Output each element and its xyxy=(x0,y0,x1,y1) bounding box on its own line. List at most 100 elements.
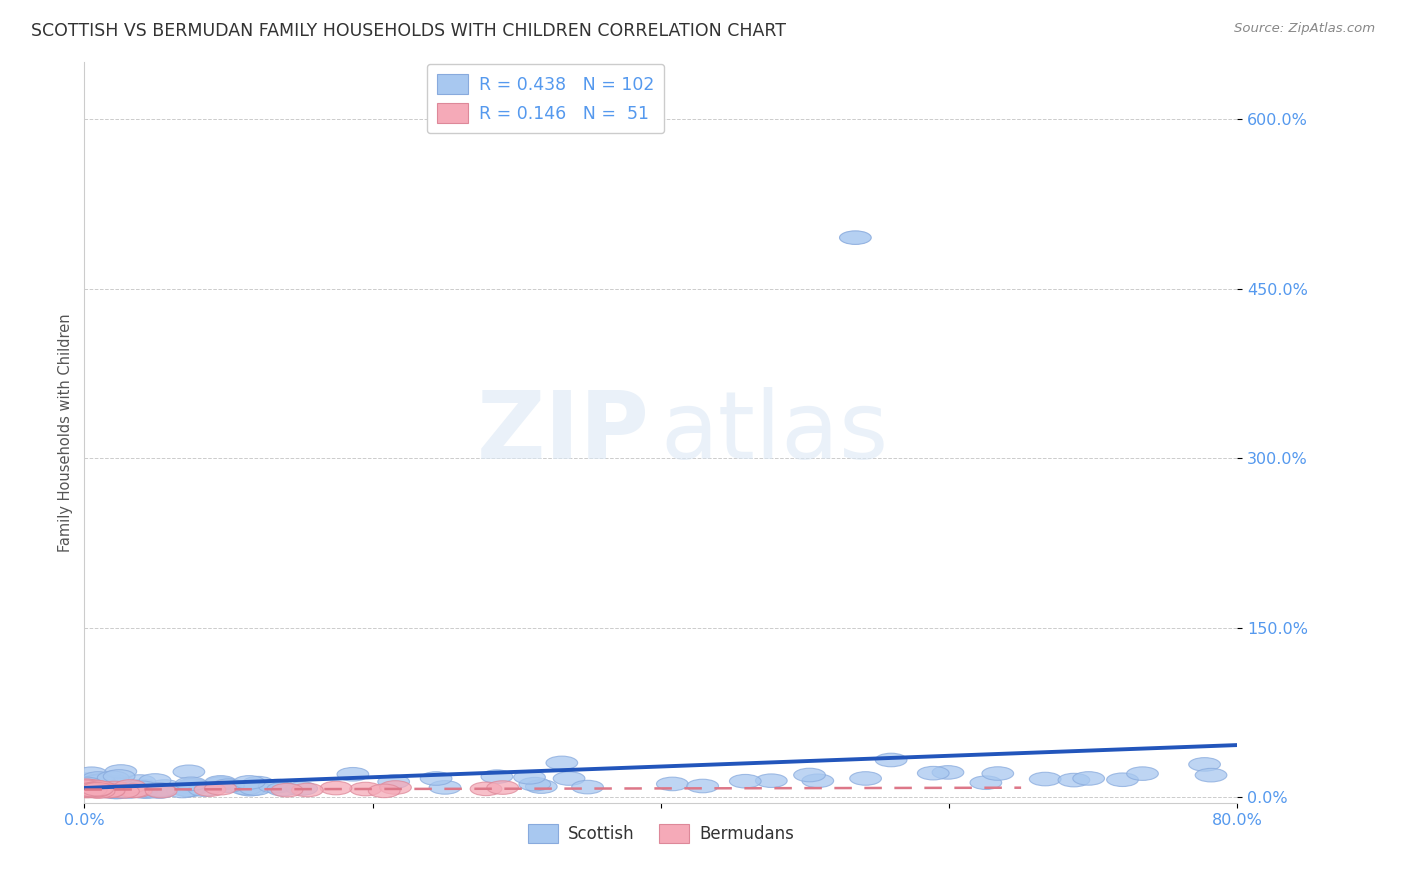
Ellipse shape xyxy=(86,782,118,797)
Ellipse shape xyxy=(429,780,461,794)
Ellipse shape xyxy=(149,780,181,793)
Ellipse shape xyxy=(205,775,236,789)
Ellipse shape xyxy=(86,784,117,797)
Ellipse shape xyxy=(70,778,101,792)
Ellipse shape xyxy=(380,780,412,794)
Ellipse shape xyxy=(120,784,152,797)
Ellipse shape xyxy=(87,779,120,793)
Ellipse shape xyxy=(70,780,101,794)
Ellipse shape xyxy=(76,783,108,797)
Ellipse shape xyxy=(70,781,101,795)
Ellipse shape xyxy=(143,783,176,797)
Ellipse shape xyxy=(932,765,965,780)
Ellipse shape xyxy=(75,783,105,797)
Ellipse shape xyxy=(145,784,177,797)
Ellipse shape xyxy=(97,771,129,785)
Ellipse shape xyxy=(174,783,207,797)
Ellipse shape xyxy=(93,772,124,786)
Ellipse shape xyxy=(546,756,578,770)
Ellipse shape xyxy=(205,781,236,795)
Ellipse shape xyxy=(321,781,352,795)
Ellipse shape xyxy=(368,784,401,797)
Ellipse shape xyxy=(100,785,132,798)
Ellipse shape xyxy=(83,772,114,785)
Ellipse shape xyxy=(70,784,101,797)
Ellipse shape xyxy=(420,772,451,785)
Ellipse shape xyxy=(70,780,101,794)
Ellipse shape xyxy=(262,780,294,793)
Ellipse shape xyxy=(77,783,108,797)
Ellipse shape xyxy=(91,781,122,796)
Ellipse shape xyxy=(267,782,298,796)
Ellipse shape xyxy=(1029,772,1062,786)
Ellipse shape xyxy=(70,783,103,797)
Ellipse shape xyxy=(111,783,143,797)
Ellipse shape xyxy=(194,783,226,797)
Ellipse shape xyxy=(77,782,110,797)
Ellipse shape xyxy=(917,766,949,780)
Ellipse shape xyxy=(176,777,207,790)
Ellipse shape xyxy=(793,768,825,781)
Ellipse shape xyxy=(172,783,204,797)
Ellipse shape xyxy=(70,783,101,797)
Ellipse shape xyxy=(657,777,688,790)
Ellipse shape xyxy=(73,784,104,797)
Ellipse shape xyxy=(839,231,872,244)
Ellipse shape xyxy=(970,776,1001,789)
Ellipse shape xyxy=(70,784,103,797)
Ellipse shape xyxy=(73,784,105,797)
Ellipse shape xyxy=(83,774,115,788)
Ellipse shape xyxy=(107,780,138,794)
Ellipse shape xyxy=(82,782,112,796)
Ellipse shape xyxy=(79,783,111,797)
Text: SCOTTISH VS BERMUDAN FAMILY HOUSEHOLDS WITH CHILDREN CORRELATION CHART: SCOTTISH VS BERMUDAN FAMILY HOUSEHOLDS W… xyxy=(31,22,786,40)
Ellipse shape xyxy=(1188,757,1220,772)
Ellipse shape xyxy=(235,782,266,796)
Ellipse shape xyxy=(291,783,323,797)
Ellipse shape xyxy=(481,770,513,783)
Ellipse shape xyxy=(205,777,236,790)
Ellipse shape xyxy=(337,767,368,781)
Ellipse shape xyxy=(83,775,115,789)
Ellipse shape xyxy=(121,783,153,797)
Text: Source: ZipAtlas.com: Source: ZipAtlas.com xyxy=(1234,22,1375,36)
Ellipse shape xyxy=(801,774,834,788)
Ellipse shape xyxy=(82,782,112,796)
Ellipse shape xyxy=(553,772,585,785)
Ellipse shape xyxy=(513,771,546,784)
Ellipse shape xyxy=(98,782,129,796)
Ellipse shape xyxy=(89,784,121,797)
Ellipse shape xyxy=(80,784,112,798)
Ellipse shape xyxy=(1073,772,1105,785)
Ellipse shape xyxy=(80,784,111,797)
Ellipse shape xyxy=(139,773,172,788)
Ellipse shape xyxy=(755,774,787,788)
Ellipse shape xyxy=(981,767,1014,780)
Ellipse shape xyxy=(114,780,146,793)
Ellipse shape xyxy=(271,783,302,797)
Ellipse shape xyxy=(177,781,208,795)
Ellipse shape xyxy=(572,780,603,794)
Ellipse shape xyxy=(114,780,145,794)
Ellipse shape xyxy=(82,782,114,796)
Ellipse shape xyxy=(1107,773,1139,787)
Ellipse shape xyxy=(93,784,125,797)
Ellipse shape xyxy=(378,775,409,789)
Ellipse shape xyxy=(98,785,131,798)
Ellipse shape xyxy=(83,784,114,797)
Ellipse shape xyxy=(239,781,271,796)
Ellipse shape xyxy=(93,784,124,797)
Legend: Scottish, Bermudans: Scottish, Bermudans xyxy=(520,817,801,850)
Ellipse shape xyxy=(103,770,135,783)
Ellipse shape xyxy=(177,780,209,793)
Ellipse shape xyxy=(70,777,103,790)
Ellipse shape xyxy=(526,780,557,793)
Ellipse shape xyxy=(82,783,112,797)
Ellipse shape xyxy=(143,782,176,797)
Ellipse shape xyxy=(76,782,107,797)
Ellipse shape xyxy=(176,779,208,792)
Ellipse shape xyxy=(76,783,107,797)
Ellipse shape xyxy=(143,785,176,798)
Ellipse shape xyxy=(1059,773,1090,787)
Ellipse shape xyxy=(876,753,907,767)
